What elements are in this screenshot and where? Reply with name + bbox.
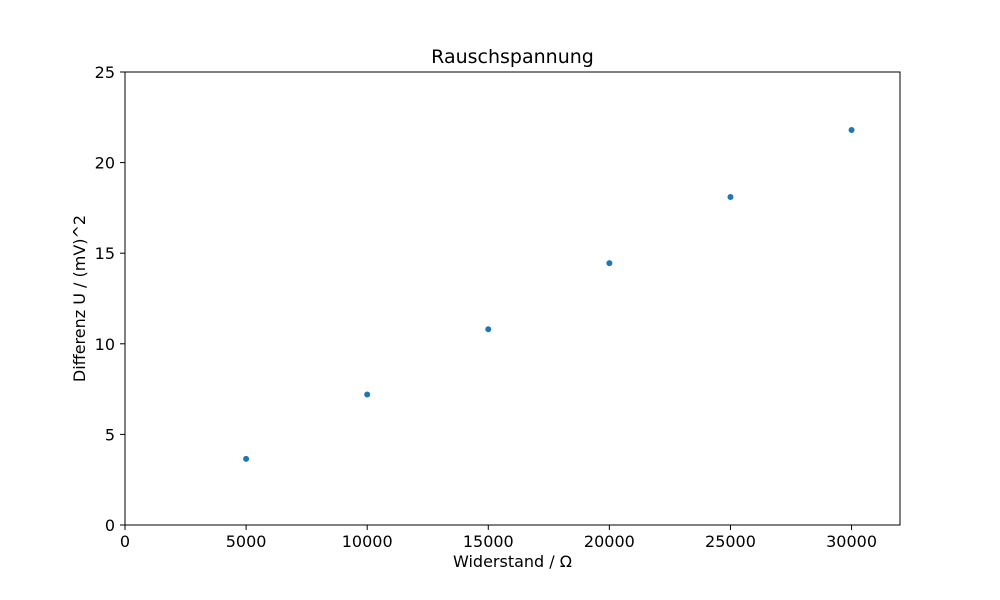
x-axis-label: Widerstand / Ω [453, 552, 572, 571]
y-axis-label: Differenz U / (mV)^2 [70, 215, 89, 382]
plot-frame [124, 71, 901, 526]
x-tick-label: 10000 [342, 532, 393, 551]
y-tick-label: 15 [95, 244, 115, 263]
x-tick-label: 30000 [826, 532, 877, 551]
data-points [243, 126, 855, 462]
data-point [848, 126, 855, 133]
y-tick-label: 5 [105, 425, 115, 444]
y-tick-label: 10 [95, 335, 115, 354]
y-axis-ticks: 0 5 10 15 20 25 [95, 63, 125, 535]
chart-title: Rauschspannung [431, 46, 594, 68]
y-tick-label: 0 [105, 516, 115, 535]
plot-area: 0 5000 10000 15000 20000 25000 30000 0 5 10 15 20 2… [95, 63, 901, 551]
x-tick-label: 15000 [463, 532, 514, 551]
data-point [243, 455, 250, 462]
y-tick-label: 25 [95, 63, 115, 82]
data-point [485, 326, 492, 333]
data-point [364, 391, 371, 398]
y-tick-label: 20 [95, 154, 115, 173]
x-tick-label: 25000 [705, 532, 756, 551]
x-tick-label: 20000 [584, 532, 635, 551]
data-point [727, 194, 734, 201]
x-tick-label: 5000 [226, 532, 267, 551]
x-axis-ticks: 0 5000 10000 15000 20000 25000 30000 [120, 525, 877, 551]
x-tick-label: 0 [120, 532, 130, 551]
data-point [606, 260, 613, 267]
